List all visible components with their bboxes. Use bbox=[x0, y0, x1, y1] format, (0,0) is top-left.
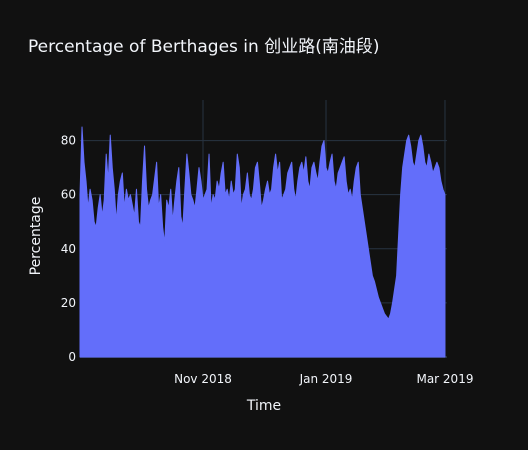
series-area bbox=[79, 126, 446, 358]
x-axis-ticks: Nov 2018 Jan 2019 Mar 2019 bbox=[174, 372, 473, 386]
y-tick-label: 60 bbox=[61, 188, 76, 202]
x-tick-label: Jan 2019 bbox=[299, 372, 353, 386]
y-tick-label: 40 bbox=[61, 242, 76, 256]
chart-title: Percentage of Berthages in 创业路(南油段) bbox=[28, 37, 379, 57]
y-tick-label: 20 bbox=[61, 296, 76, 310]
x-tick-label: Mar 2019 bbox=[416, 372, 473, 386]
x-axis-title: Time bbox=[246, 398, 281, 414]
x-tick-label: Nov 2018 bbox=[174, 372, 232, 386]
plot-area bbox=[79, 126, 446, 358]
y-axis-title: Percentage bbox=[28, 197, 44, 276]
y-tick-label: 0 bbox=[68, 350, 76, 364]
y-tick-label: 80 bbox=[61, 134, 76, 148]
y-axis-ticks: 0 20 40 60 80 bbox=[61, 134, 76, 364]
